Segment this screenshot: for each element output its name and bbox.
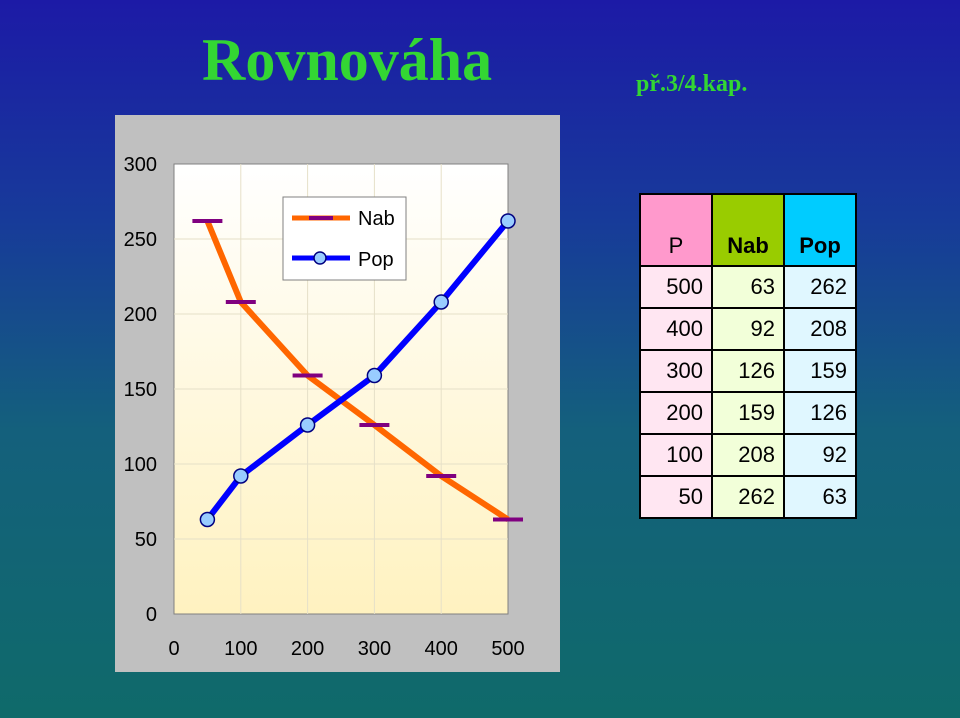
table-cell: 200 — [639, 391, 713, 435]
data-point-pop — [299, 417, 316, 433]
table-row: 200 159 126 — [639, 391, 857, 435]
series-layer — [192, 213, 523, 528]
table-cell: 63 — [783, 475, 857, 519]
table-cell: 63 — [711, 265, 785, 309]
table-row: 500 63 262 — [639, 265, 857, 309]
y-tick-label: 200 — [124, 304, 157, 326]
series-line-pop — [205, 219, 511, 522]
table-row: 50 262 63 — [639, 475, 857, 519]
page-title: Rovnováha — [202, 27, 493, 93]
data-point-pop — [199, 511, 216, 528]
table-row: 300 126 159 — [639, 349, 857, 393]
legend-marker-pop — [313, 251, 327, 265]
table-row: 400 92 208 — [639, 307, 857, 351]
table-cell: 92 — [783, 433, 857, 477]
x-tick-label: 500 — [491, 638, 524, 660]
x-axis: 0 100 200 300 400 500 — [168, 638, 524, 660]
legend-box — [282, 196, 407, 281]
table-row: 100 208 92 — [639, 433, 857, 477]
table-cell: 262 — [711, 475, 785, 519]
legend-label-pop: Pop — [358, 249, 394, 271]
table-cell: 50 — [639, 475, 713, 519]
table-cell: 126 — [783, 391, 857, 435]
grid-lines — [174, 164, 508, 614]
table-header-row: P Nab Pop — [639, 193, 857, 267]
table-cell: 208 — [711, 433, 785, 477]
y-tick-label: 100 — [124, 454, 157, 476]
table-cell: 126 — [711, 349, 785, 393]
table-header-p: P — [639, 193, 713, 267]
table-cell: 262 — [783, 265, 857, 309]
legend-label-nab: Nab — [358, 208, 395, 230]
table-cell: 159 — [711, 391, 785, 435]
y-tick-label: 50 — [135, 529, 157, 551]
x-tick-label: 0 — [168, 638, 179, 660]
table-cell: 400 — [639, 307, 713, 351]
data-point-pop — [500, 213, 516, 229]
x-tick-label: 300 — [358, 638, 391, 660]
table-cell: 100 — [639, 433, 713, 477]
x-tick-label: 200 — [291, 638, 324, 660]
table-cell: 159 — [783, 349, 857, 393]
data-point-pop — [433, 294, 449, 310]
table-header-pop: Pop — [783, 193, 857, 267]
y-tick-label: 300 — [124, 154, 157, 176]
x-tick-label: 100 — [224, 638, 257, 660]
table-cell: 300 — [639, 349, 713, 393]
y-tick-label: 0 — [146, 604, 157, 626]
legend: Nab Pop — [282, 196, 407, 281]
table-cell: 208 — [783, 307, 857, 351]
y-axis: 0 50 100 150 200 250 300 — [124, 154, 157, 626]
x-tick-label: 400 — [425, 638, 458, 660]
table-cell: 92 — [711, 307, 785, 351]
table-cell: 500 — [639, 265, 713, 309]
table-header-nab: Nab — [711, 193, 785, 267]
data-table: P Nab Pop 500 63 262 400 92 208 300 126 … — [639, 193, 857, 519]
data-point-pop — [233, 468, 249, 484]
chapter-reference: př.3/4.kap. — [636, 71, 748, 97]
data-point-pop — [366, 367, 383, 384]
y-tick-label: 250 — [124, 229, 157, 251]
y-tick-label: 150 — [124, 379, 157, 401]
